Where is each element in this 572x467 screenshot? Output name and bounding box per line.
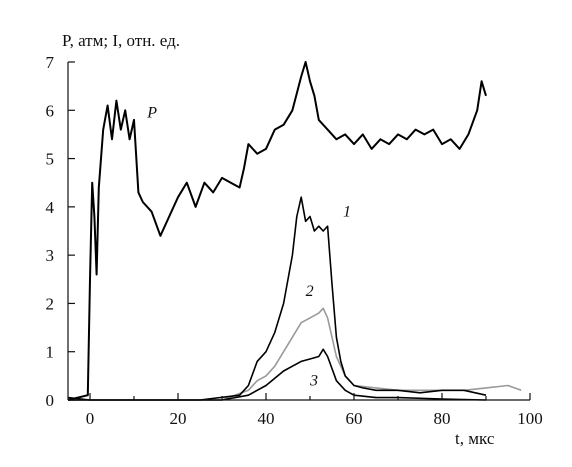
y-tick-label: 6 bbox=[46, 101, 55, 120]
y-tick-label: 1 bbox=[46, 343, 55, 362]
series-label-1: 1 bbox=[343, 204, 351, 221]
x-tick-label: 20 bbox=[170, 409, 187, 428]
series-line-p bbox=[67, 61, 487, 401]
series-label-3: 3 bbox=[309, 373, 318, 390]
x-tick-label: 80 bbox=[434, 409, 451, 428]
y-tick-label: 3 bbox=[46, 246, 55, 265]
y-tick-label: 4 bbox=[46, 198, 55, 217]
x-tick-label: 60 bbox=[346, 409, 363, 428]
y-tick-label: 5 bbox=[46, 150, 55, 169]
y-tick-label: 0 bbox=[46, 391, 55, 410]
x-tick-label: 100 bbox=[517, 409, 543, 428]
series-lines bbox=[67, 61, 522, 401]
series-label-p: P bbox=[146, 105, 157, 122]
axes bbox=[67, 62, 530, 401]
series-line-1 bbox=[67, 196, 487, 401]
y-tick-label: 7 bbox=[46, 53, 55, 72]
series-line-3 bbox=[68, 348, 487, 401]
series-label-2: 2 bbox=[306, 283, 314, 300]
y-axis-title: P, атм; I, отн. ед. bbox=[62, 31, 180, 50]
ticks: 0 1 2 3 4 5 6 7 0 20 40 60 80 100 bbox=[46, 53, 543, 428]
x-axis-title: t, мкс bbox=[455, 429, 495, 448]
y-tick-label: 2 bbox=[46, 294, 55, 313]
x-tick-label: 40 bbox=[258, 409, 275, 428]
x-tick-label: 0 bbox=[86, 409, 95, 428]
series-line-2 bbox=[68, 307, 522, 401]
series-labels: P 1 2 3 bbox=[146, 105, 351, 390]
